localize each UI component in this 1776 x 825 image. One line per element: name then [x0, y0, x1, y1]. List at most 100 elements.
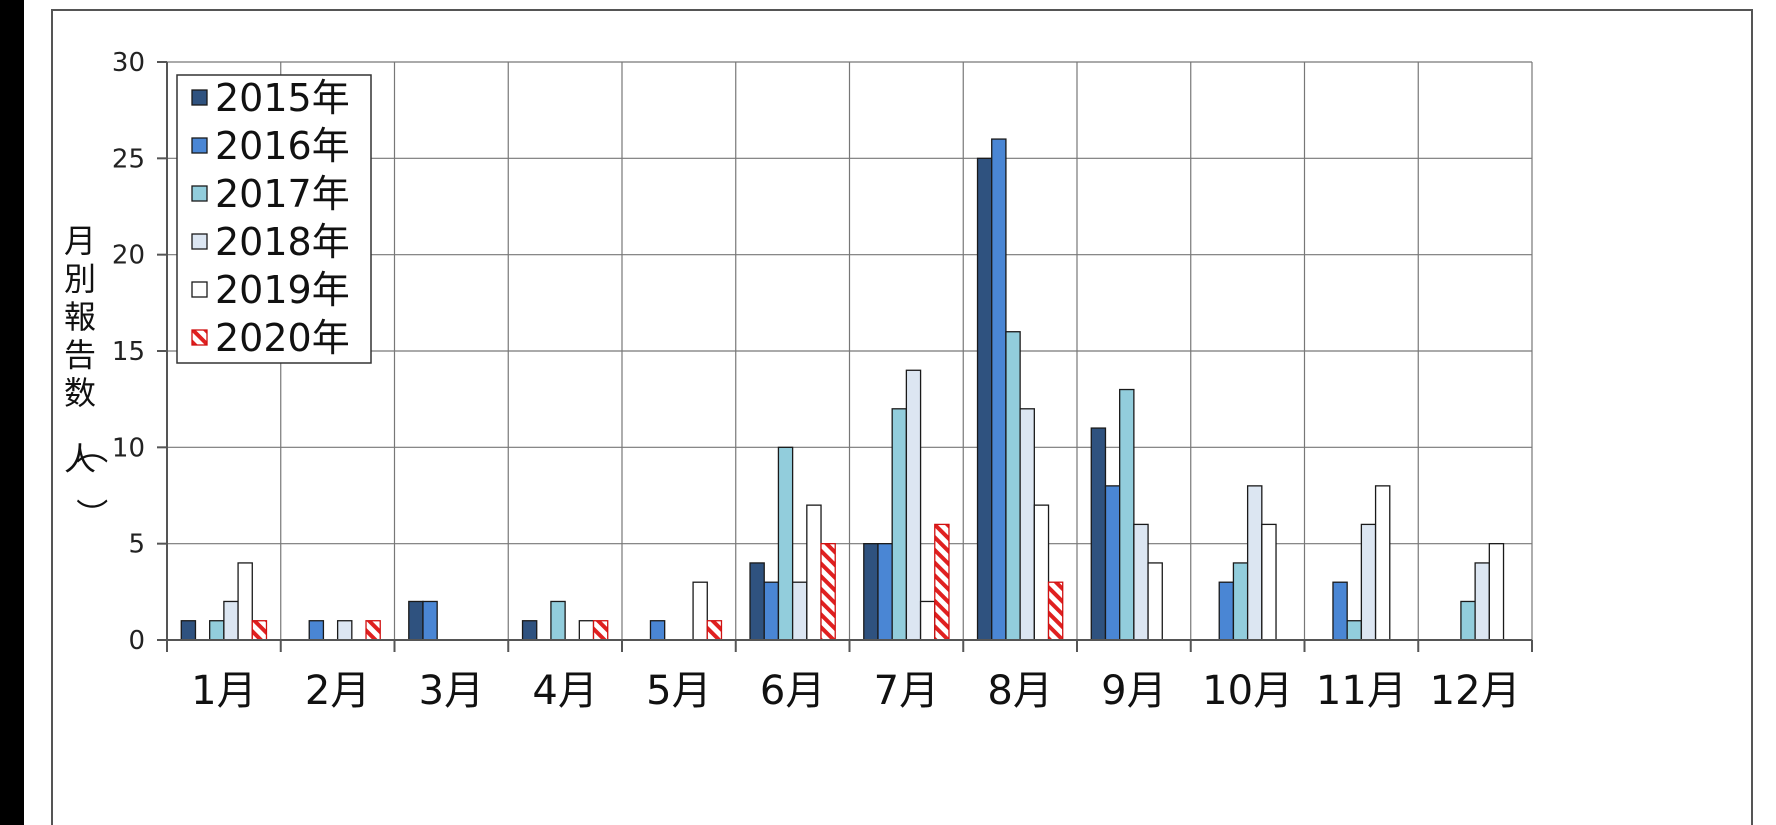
x-tick-label: 6月: [760, 668, 825, 714]
bar: [820, 543, 836, 641]
y-axis-label-char: 別: [64, 260, 96, 298]
bar: [905, 369, 922, 641]
bar: [1104, 485, 1121, 641]
bar: [806, 504, 822, 641]
y-axis-label-char: （: [72, 432, 110, 464]
bar: [877, 543, 893, 641]
bar: [223, 600, 239, 641]
bar: [237, 562, 253, 641]
legend-swatch: [191, 329, 208, 346]
y-tick-labels: 0 5 10 15 20 25 30: [112, 48, 145, 656]
bar: [578, 620, 595, 641]
legend-swatch: [191, 281, 208, 298]
legend-label: 2016年: [215, 124, 350, 168]
bar: [521, 620, 538, 641]
bar: [1047, 581, 1064, 641]
bar: [891, 408, 908, 641]
bar: [209, 620, 225, 641]
y-tick-label: 10: [112, 433, 145, 463]
bar: [308, 620, 325, 641]
bar: [1374, 485, 1391, 641]
bar: [422, 600, 438, 641]
bar: [1246, 485, 1263, 641]
y-axis-label-char: 告: [64, 336, 96, 374]
bars-group: [180, 138, 1505, 641]
bar: [336, 620, 353, 641]
bar: [706, 620, 723, 641]
x-tick-label: 11月: [1316, 668, 1407, 714]
bar: [1033, 504, 1050, 641]
bar: [692, 581, 708, 641]
bar: [863, 543, 879, 641]
bar: [749, 562, 765, 641]
x-tick-label: 8月: [987, 668, 1052, 714]
legend-swatch: [191, 137, 208, 154]
x-tick-label: 1月: [191, 668, 256, 714]
bar: [1332, 581, 1348, 641]
y-tick-label: 5: [128, 530, 145, 560]
y-tick-label: 30: [112, 48, 145, 78]
bar: [1218, 581, 1235, 641]
bar: [1133, 523, 1149, 641]
bar: [791, 581, 808, 641]
left-border-bar: [0, 0, 24, 825]
y-tick-label: 20: [112, 241, 145, 271]
bar: [1474, 562, 1490, 641]
y-tick-label: 15: [112, 337, 145, 367]
y-axis-label-char: 報: [64, 298, 96, 336]
bar: [1460, 600, 1476, 641]
bar: [777, 446, 794, 641]
legend-label: 2020年: [215, 316, 350, 360]
plot-area-border: [51, 9, 1753, 825]
y-axis-label-char: 月: [64, 222, 96, 260]
y-tick-label: 25: [112, 144, 145, 174]
x-tick-label: 4月: [532, 668, 597, 714]
x-tick-label: 9月: [1101, 668, 1166, 714]
bar: [976, 157, 993, 641]
y-axis-label-char: 数: [64, 374, 96, 412]
gridlines: [166, 61, 1533, 641]
bar: [1005, 331, 1021, 641]
x-tick-label: 2月: [305, 668, 370, 714]
legend-label: 2015年: [215, 76, 350, 120]
legend-box: [176, 74, 372, 364]
bar: [1019, 408, 1035, 641]
bar: [1488, 543, 1505, 641]
bar: [592, 620, 609, 641]
x-tick-label: 5月: [646, 668, 711, 714]
x-tick-labels: 1月 2月 3月 4月 5月 6月 7月 8月 9月 10月 11月 12月: [191, 668, 1520, 714]
x-tick-label: 7月: [874, 668, 939, 714]
y-axis-label-char: 人: [64, 440, 96, 478]
legend-label: 2017年: [215, 172, 350, 216]
y-tick-label: 0: [128, 626, 145, 656]
bar: [1261, 523, 1277, 641]
axes-group: [157, 61, 1533, 652]
y-axis-label-char: ）: [72, 498, 110, 530]
bar: [180, 620, 197, 641]
bar: [1090, 427, 1107, 641]
bar: [365, 620, 381, 641]
bar: [550, 600, 566, 641]
legend-label: 2019年: [215, 268, 350, 312]
bar: [1346, 620, 1363, 641]
legend-swatch: [191, 185, 208, 202]
bar: [991, 138, 1007, 641]
bar: [919, 600, 936, 641]
bar: [649, 620, 666, 641]
x-tick-label: 3月: [419, 668, 484, 714]
bar: [1147, 562, 1163, 641]
bar: [934, 523, 950, 641]
legend-label: 2018年: [215, 220, 350, 264]
x-tick-label: 10月: [1202, 668, 1293, 714]
bar: [408, 600, 424, 641]
bar: [1232, 562, 1249, 641]
bar: [251, 620, 268, 641]
x-tick-label: 12月: [1430, 668, 1521, 714]
bar: [1119, 388, 1135, 641]
bar: [763, 581, 780, 641]
legend-swatch: [191, 233, 208, 250]
